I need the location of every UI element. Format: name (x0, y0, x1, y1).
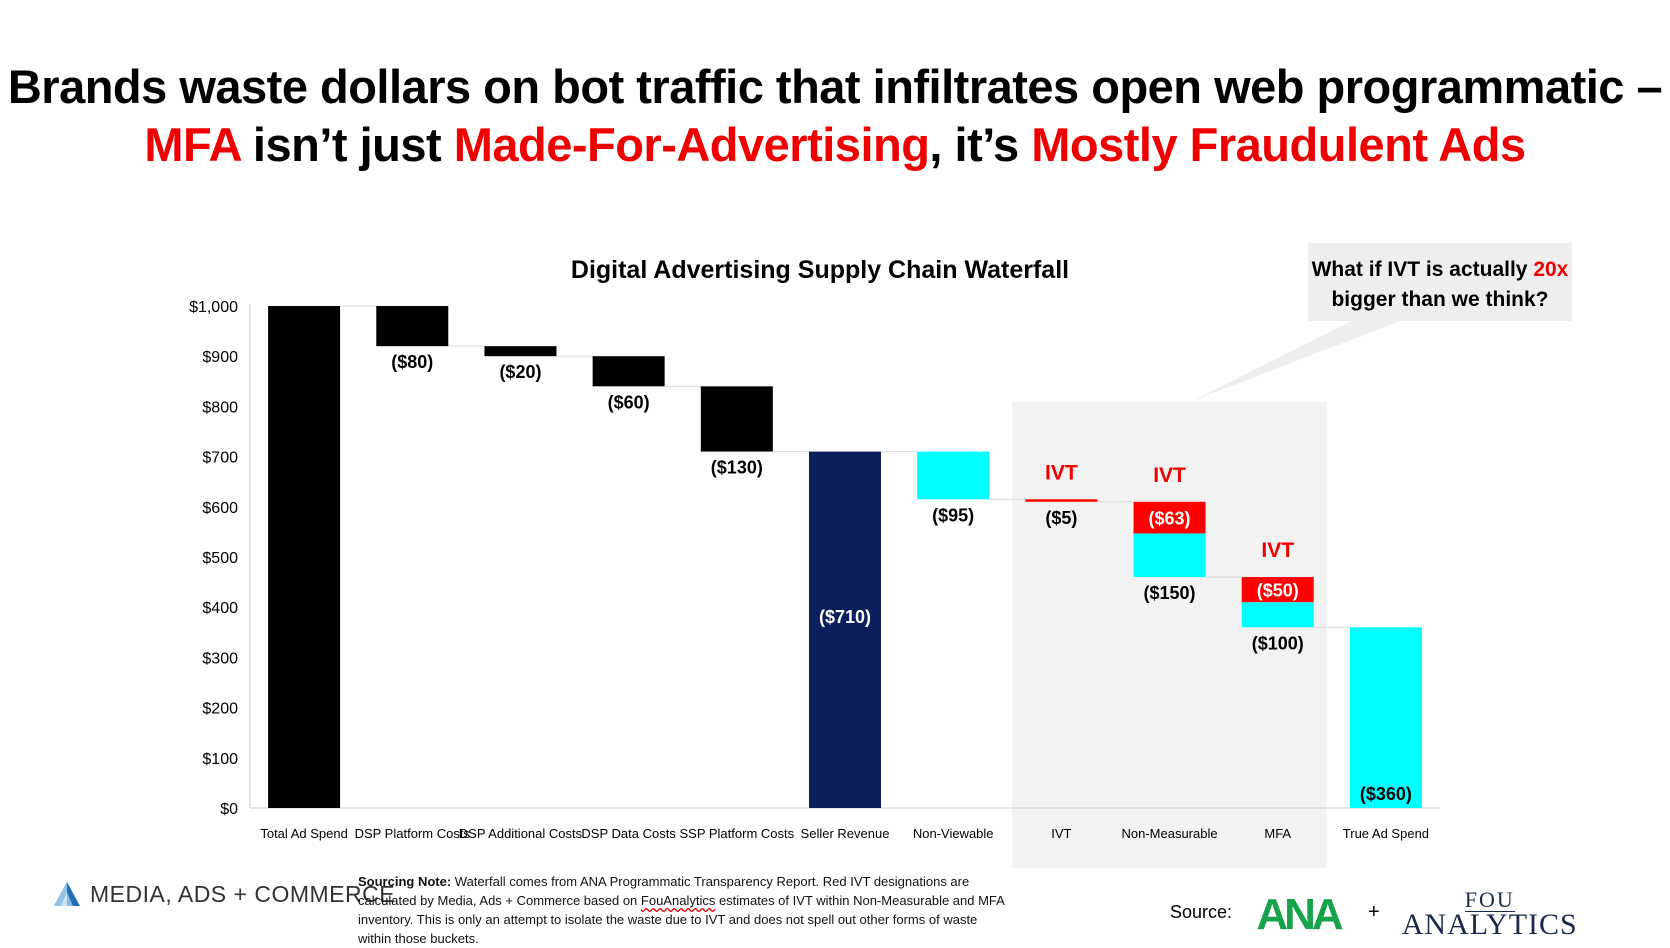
waterfall-connectors (340, 305, 1350, 628)
chart-title: Digital Advertising Supply Chain Waterfa… (571, 256, 1069, 284)
value-labels: ($80) ($20) ($60) ($130) ($710) ($95) ($5) IVT (… (391, 352, 1412, 804)
value-label: ($95) (932, 505, 974, 525)
value-label: ($5) (1045, 508, 1077, 528)
y-tick-label: $1,000 (189, 299, 238, 316)
callout-pointer (1190, 321, 1400, 402)
note-text-1: Waterfall comes from ANA Programmatic Tr… (358, 874, 970, 908)
waterfall-bar-black (700, 386, 773, 452)
value-label: ($130) (711, 458, 763, 478)
y-tick-label: $300 (202, 650, 238, 667)
value-label: ($100) (1252, 633, 1304, 653)
waterfall-bar-black (268, 306, 341, 808)
y-tick-label: $0 (220, 801, 238, 818)
y-tick-label: $400 (202, 600, 238, 617)
headline: Brands waste dollars on bot traffic that… (0, 58, 1670, 174)
waterfall-bar-red (1025, 499, 1098, 502)
waterfall-bar-red (1133, 501, 1206, 534)
y-tick-label: $200 (202, 701, 238, 718)
waterfall-bar-navy (809, 451, 881, 808)
waterfall-bar-cyan (1241, 602, 1314, 628)
x-category-label: Seller Revenue (801, 826, 890, 841)
x-category-label: DSP Platform Costs (355, 826, 471, 841)
x-category-label: Non-Measurable (1121, 826, 1217, 841)
ivt-tag: IVT (1153, 464, 1186, 487)
ivt-tag: IVT (1261, 539, 1294, 562)
headline-line-2: MFA isn’t just Made-For-Advertising, it’… (0, 116, 1670, 174)
media-ads-commerce-logo: MEDIA, ADS + COMMERCE (52, 878, 395, 910)
y-tick-label: $100 (202, 751, 238, 768)
waterfall-chart: What if IVT is actually 20x bigger than … (189, 243, 1572, 868)
callout-text: What if IVT is actually (1312, 258, 1534, 281)
callout-box (1308, 243, 1572, 321)
y-tick-label: $700 (202, 450, 238, 467)
waterfall-bar-cyan (917, 451, 990, 500)
headline-mostly-fraudulent-ads: Mostly Fraudulent Ads (1031, 118, 1526, 171)
x-category-label: MFA (1264, 826, 1291, 841)
note-label: Sourcing Note: (358, 874, 452, 889)
y-tick-label: $900 (202, 349, 238, 366)
sourcing-note: Sourcing Note: Waterfall comes from ANA … (358, 872, 1008, 948)
value-label: ($360) (1360, 784, 1412, 804)
fou-logo-top: FOU (1464, 886, 1515, 912)
callout-highlight: 20x (1533, 258, 1568, 281)
x-category-label: DSP Additional Costs (459, 826, 583, 841)
x-category-label: IVT (1051, 826, 1071, 841)
ivt-tag: IVT (1045, 461, 1078, 484)
waterfall-bar-black (484, 346, 557, 357)
ivt-segment-label: ($50) (1257, 581, 1299, 601)
headline-line-1: Brands waste dollars on bot traffic that… (7, 60, 1663, 113)
y-tick-label: $600 (202, 500, 238, 517)
headline-made-for-advertising: Made-For-Advertising (453, 118, 930, 171)
x-category-label: True Ad Spend (1343, 826, 1429, 841)
note-fouanalytics: FouAnalytics (640, 893, 716, 908)
value-label: ($20) (499, 362, 541, 382)
fouanalytics-logo: FOU ANALYTICS (1401, 886, 1578, 941)
x-category-label: Total Ad Spend (260, 826, 347, 841)
callout-line-1: What if IVT is actually 20x (1312, 258, 1569, 281)
waterfall-bar-red (1241, 577, 1314, 603)
headline-mfa: MFA (144, 118, 241, 171)
brand-name: MEDIA, ADS + COMMERCE (90, 880, 396, 907)
source-logos: Source: ANA + FOU ANALYTICS (1170, 886, 1640, 941)
callout-line-2: bigger than we think? (1331, 288, 1548, 311)
ana-logo-text: ANA (1256, 890, 1343, 935)
y-tick-label: $500 (202, 550, 238, 567)
ivt-highlight-region (1012, 402, 1327, 868)
ivt-segment-label: ($63) (1149, 509, 1191, 529)
y-tick-label: $800 (202, 399, 238, 416)
x-category-label: Non-Viewable (913, 826, 994, 841)
ana-logo: ANA (1256, 890, 1346, 935)
x-category-label: DSP Data Costs (581, 826, 676, 841)
fou-logo-bottom: ANALYTICS (1401, 907, 1578, 941)
value-label: ($150) (1144, 583, 1196, 603)
waterfall-bar-black (592, 356, 665, 387)
waterfall-bar-cyan (1133, 533, 1206, 578)
waterfall-bars (268, 306, 1422, 808)
source-plus: + (1368, 900, 1380, 923)
x-category-label: SSP Platform Costs (679, 826, 794, 841)
value-label: ($60) (608, 392, 650, 412)
waterfall-bar-black (376, 306, 449, 347)
headline-text-a: isn’t just (240, 118, 454, 171)
chart-axes: $0 $100 $200 $300 $400 $500 $600 $700 $800 $900 $1… (189, 299, 1440, 818)
triangle-logo-icon (54, 882, 80, 906)
waterfall-bar-cyan (1349, 627, 1422, 808)
headline-text-b: , it’s (929, 118, 1032, 171)
source-label: Source: (1170, 901, 1233, 922)
value-label: ($710) (819, 607, 871, 627)
value-label: ($80) (391, 352, 433, 372)
